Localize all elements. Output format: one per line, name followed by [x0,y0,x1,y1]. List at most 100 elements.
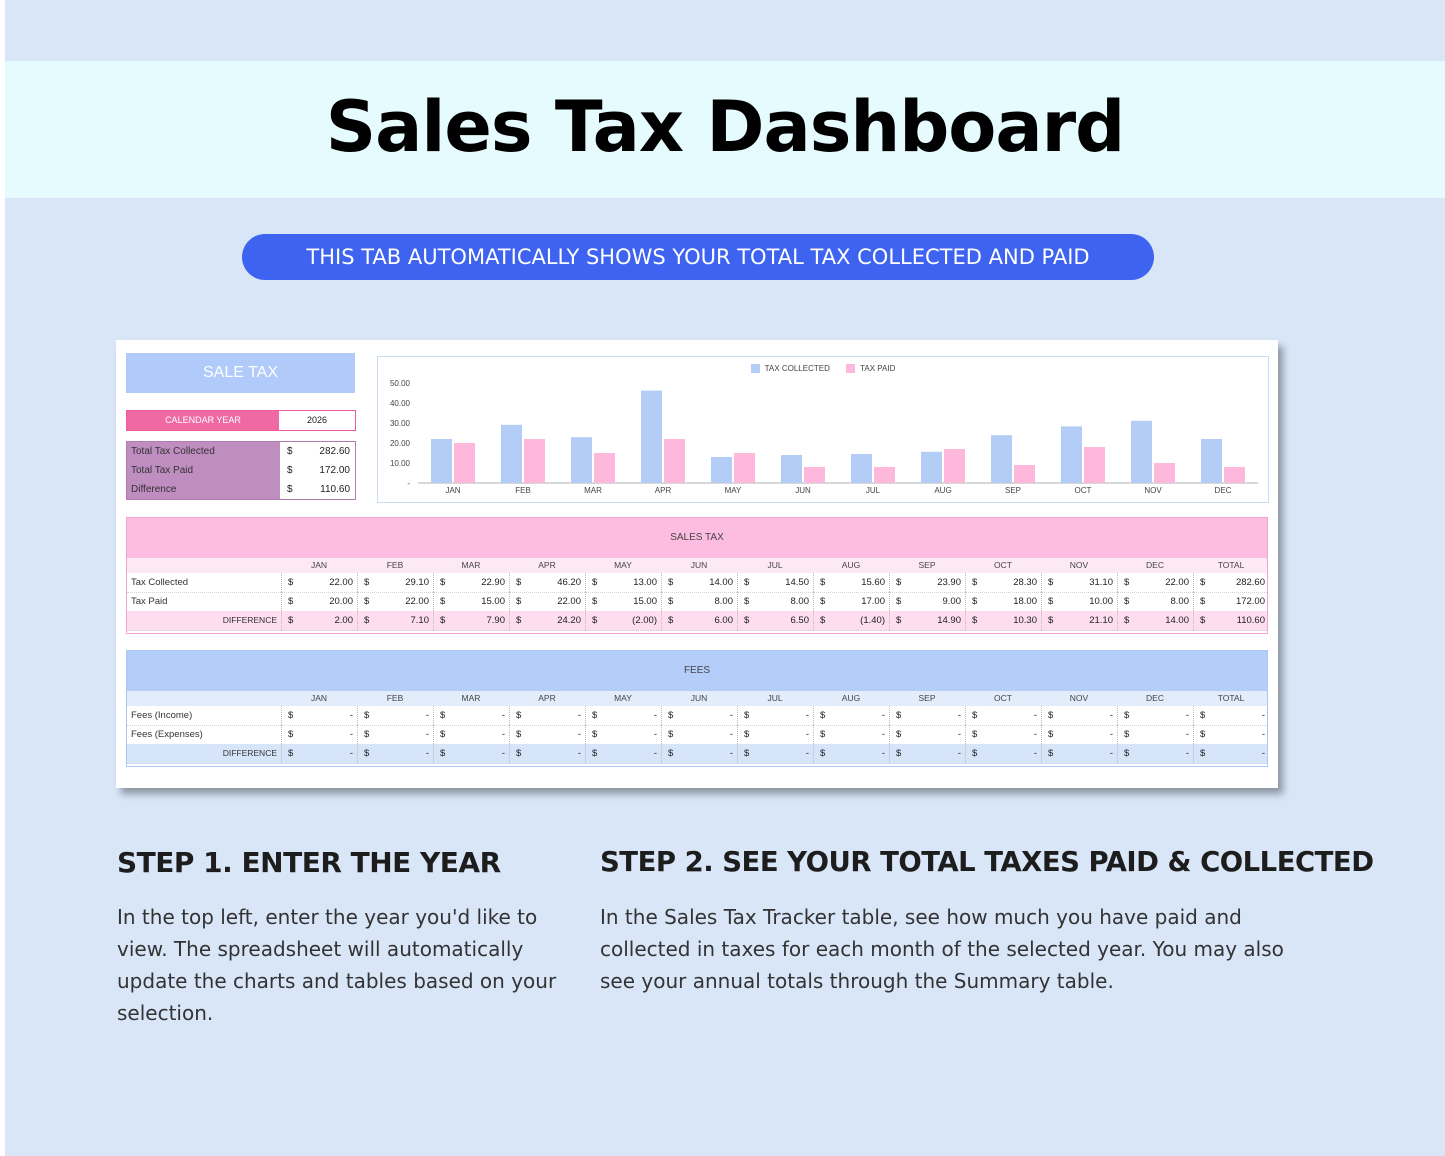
sheet-header: SALE TAX [126,353,355,393]
table-cell[interactable]: $ - [585,725,661,744]
table-cell[interactable]: $22.00 [357,592,433,611]
calendar-year-label: CALENDAR YEAR [127,411,279,430]
table-cell[interactable]: $ - [1117,744,1193,763]
table-cell[interactable]: $ - [509,706,585,725]
table-cell[interactable]: $ - [661,706,737,725]
table-cell[interactable]: $ - [737,706,813,725]
table-cell[interactable]: $14.90 [889,611,965,630]
table-cell[interactable]: $ - [889,744,965,763]
table-cell[interactable]: $23.90 [889,573,965,592]
table-cell[interactable]: $ - [1193,744,1269,763]
table-cell[interactable]: $15.00 [585,592,661,611]
table-cell[interactable]: $ - [1041,706,1117,725]
table-cell[interactable]: $ - [965,725,1041,744]
currency-symbol: $ [1200,748,1206,759]
table-cell[interactable]: $8.00 [737,592,813,611]
table-cell[interactable]: $13.00 [585,573,661,592]
table-cell[interactable]: $17.00 [813,592,889,611]
table-cell[interactable]: $10.30 [965,611,1041,630]
month-header: APR [538,560,556,570]
table-cell[interactable]: $22.00 [281,573,357,592]
table-cell[interactable]: $9.00 [889,592,965,611]
currency-symbol: $ [1124,596,1130,607]
table-cell[interactable]: $ - [1117,725,1193,744]
table-cell[interactable]: $ - [1193,706,1269,725]
table-cell[interactable]: $14.00 [1117,611,1193,630]
currency-symbol: $ [1200,577,1206,588]
table-cell[interactable]: $18.00 [965,592,1041,611]
table-cell[interactable]: $ - [1193,725,1269,744]
table-cell[interactable]: $ - [433,744,509,763]
calendar-year-input[interactable]: 2026 [306,415,328,425]
table-cell[interactable]: $ - [509,744,585,763]
table-cell[interactable]: $ - [585,706,661,725]
table-cell[interactable]: $ - [737,744,813,763]
table-cell[interactable]: $22.00 [509,592,585,611]
table-cell[interactable]: $28.30 [965,573,1041,592]
currency-symbol: $ [1048,577,1054,588]
table-cell[interactable]: $14.50 [737,573,813,592]
table-cell[interactable]: $ - [281,725,357,744]
table-cell[interactable]: $ - [813,725,889,744]
table-cell[interactable]: $ - [433,725,509,744]
table-cell[interactable]: $22.90 [433,573,509,592]
table-cell[interactable]: $110.60 [1193,611,1269,630]
cell-value: - [805,748,809,759]
table-cell[interactable]: $ - [509,725,585,744]
table-cell[interactable]: $21.10 [1041,611,1117,630]
table-cell[interactable]: $7.10 [357,611,433,630]
cell-value: 22.90 [481,577,505,588]
table-cell[interactable]: $ - [1041,725,1117,744]
table-cell[interactable]: $8.00 [1117,592,1193,611]
table-cell[interactable]: $46.20 [509,573,585,592]
table-cell[interactable]: $ - [737,725,813,744]
table-cell[interactable]: $ - [433,706,509,725]
currency-symbol: $ [668,596,674,607]
table-cell[interactable]: $ (2.00) [585,611,661,630]
table-cell[interactable]: $ - [661,725,737,744]
table-cell[interactable]: $172.00 [1193,592,1269,611]
table-cell[interactable]: $ - [1117,706,1193,725]
bar-tax-paid [454,443,475,483]
table-cell[interactable]: $15.60 [813,573,889,592]
x-tick-label: FEB [515,486,531,495]
table-cell[interactable]: $2.00 [281,611,357,630]
bar-tax-collected [1061,426,1082,483]
table-cell[interactable]: $15.00 [433,592,509,611]
table-cell[interactable]: $29.10 [357,573,433,592]
table-cell[interactable]: $24.20 [509,611,585,630]
table-cell[interactable]: $ - [585,744,661,763]
table-cell[interactable]: $ - [281,744,357,763]
table-cell[interactable]: $ - [813,706,889,725]
table-cell[interactable]: $8.00 [661,592,737,611]
currency-symbol: $ [516,615,522,626]
currency-symbol: $ [1124,577,1130,588]
table-cell[interactable]: $ - [965,706,1041,725]
table-cell[interactable]: $ - [661,744,737,763]
table-cell[interactable]: $ - [813,744,889,763]
page-title: Sales Tax Dashboard [325,86,1126,168]
table-cell[interactable]: $6.00 [661,611,737,630]
table-cell[interactable]: $22.00 [1117,573,1193,592]
table-cell[interactable]: $ - [889,725,965,744]
currency-symbol: $ [516,596,522,607]
table-cell[interactable]: $ - [357,725,433,744]
x-tick-label: JUN [795,486,811,495]
table-cell[interactable]: $20.00 [281,592,357,611]
table-cell[interactable]: $282.60 [1193,573,1269,592]
table-cell[interactable]: $ - [357,744,433,763]
cell-value: - [349,710,353,721]
table-cell[interactable]: $7.90 [433,611,509,630]
table-cell[interactable]: $10.00 [1041,592,1117,611]
cell-value: 22.00 [329,577,353,588]
table-cell[interactable]: $ - [889,706,965,725]
table-cell[interactable]: $ - [965,744,1041,763]
table-cell[interactable]: $ - [281,706,357,725]
table-cell[interactable]: $6.50 [737,611,813,630]
table-cell[interactable]: $ - [357,706,433,725]
table-cell[interactable]: $14.00 [661,573,737,592]
month-header: FEB [386,560,404,570]
table-cell[interactable]: $ (1.40) [813,611,889,630]
table-cell[interactable]: $ - [1041,744,1117,763]
table-cell[interactable]: $31.10 [1041,573,1117,592]
